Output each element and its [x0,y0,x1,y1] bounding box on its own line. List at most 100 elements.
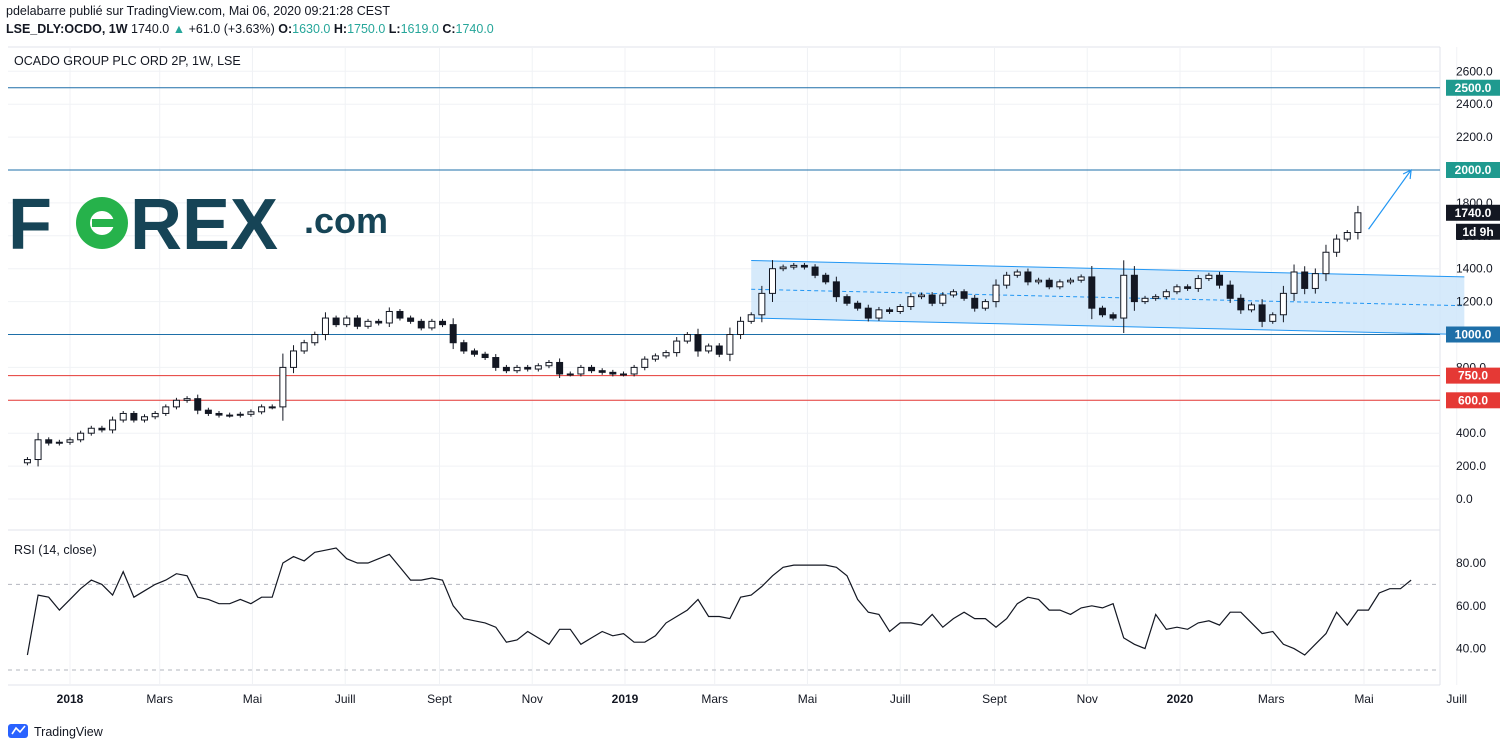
candle-body-up [34,439,42,461]
candle-body-down [502,366,510,372]
candle-body-up [1343,232,1351,240]
ohlc-legend: LSE_DLY:OCDO, 1W 1740.0 ▲ +61.0 (+3.63%)… [6,22,494,36]
low-label: L: [388,22,401,36]
candle [768,260,776,303]
candle-body-up [992,284,1000,303]
channel-bottom-line [751,317,1465,335]
time-tick-label: 2018 [57,692,84,706]
candle-body-up [290,350,298,368]
candle-body-up [300,342,308,352]
time-tick-label: Mars [1258,692,1285,706]
rsi-tick-label: 40.00 [1456,642,1486,656]
level-badge-text: 1000.0 [1455,328,1492,342]
candle [747,312,755,324]
candle [141,414,149,423]
candle [151,410,159,420]
candle [1258,299,1266,328]
candle-body-down [332,317,340,326]
candle-body-up [109,419,117,431]
candle [854,300,862,311]
candle-body-down [1226,284,1234,299]
candle-body-down [832,281,840,298]
candle [811,264,819,279]
candle [492,354,500,371]
candle-body-up [1162,291,1170,298]
candle-body-down [928,294,936,304]
time-tick-label: Mai [243,692,262,706]
rsi-line [26,547,1412,656]
candle-body-up [1279,292,1287,316]
candle [971,294,979,312]
candle-body-down [481,353,489,359]
candle [1269,312,1277,324]
level-badge-2500.0 [1446,79,1500,96]
candle-body-up [1205,274,1213,280]
level-badge-text: 600.0 [1458,393,1488,407]
candle [651,353,659,362]
candle [290,345,298,374]
candle-body-up [683,334,691,342]
candle-body-down [407,317,415,322]
candle-body-up [662,352,670,357]
candle [1194,275,1202,292]
candle [321,312,329,341]
candle [226,412,234,418]
candle-body-up [737,320,745,335]
level-badge-text: 2500.0 [1455,81,1492,95]
candle-body-down [971,297,979,309]
candle [1056,279,1064,290]
candle-body-down [854,302,862,309]
candle [1216,271,1224,289]
candle [928,292,936,307]
level-badge-1000.0 [1446,326,1500,343]
tradingview-footer: TradingView [8,724,104,739]
candle-body-up [1173,286,1181,293]
channel-fill [751,260,1465,335]
candle [258,404,266,415]
candle [183,396,191,403]
candle-body-up [55,441,63,444]
candle [236,411,244,418]
candle-body-up [1152,296,1160,299]
candle [779,264,787,272]
candle-body-down [460,342,468,352]
candle [513,364,521,374]
candle-body-down [1237,297,1245,311]
price-change: +61.0 (+3.63%) [188,22,275,36]
candle [1035,277,1043,285]
channel-top-line [751,259,1465,278]
candle [247,409,255,417]
candle-body-down [694,334,702,352]
price-tick-label: 400.0 [1456,426,1486,440]
candle-body-down [1024,271,1032,283]
candle-body-up [747,314,755,322]
candle [758,285,766,323]
candle-body-down [960,291,968,299]
rsi-tick-label: 80.00 [1456,556,1486,570]
time-tick-label: 2020 [1167,692,1194,706]
candle-body-up [172,399,180,408]
rsi-title: RSI (14, close) [14,543,97,557]
candle [77,430,85,443]
candle-body-up [247,411,255,415]
candle-body-down [609,371,617,375]
time-tick-label: Juill [1446,692,1467,706]
forex-logo-suffix: .com [304,200,388,241]
candle [534,363,542,372]
candle [1045,277,1053,290]
candle [194,394,202,415]
candle [1067,277,1075,285]
candle-body-up [545,361,553,367]
candle [896,304,904,314]
candle-body-down [1216,274,1224,286]
candle-body-down [1130,274,1138,303]
candle [1013,269,1021,278]
candle-body-up [673,340,681,354]
forex-logo-o-bar [92,219,116,227]
candle [981,299,989,311]
candle [1343,230,1351,242]
candle-body-up [279,366,287,408]
candle-body-up [513,366,521,372]
candle [481,351,489,360]
